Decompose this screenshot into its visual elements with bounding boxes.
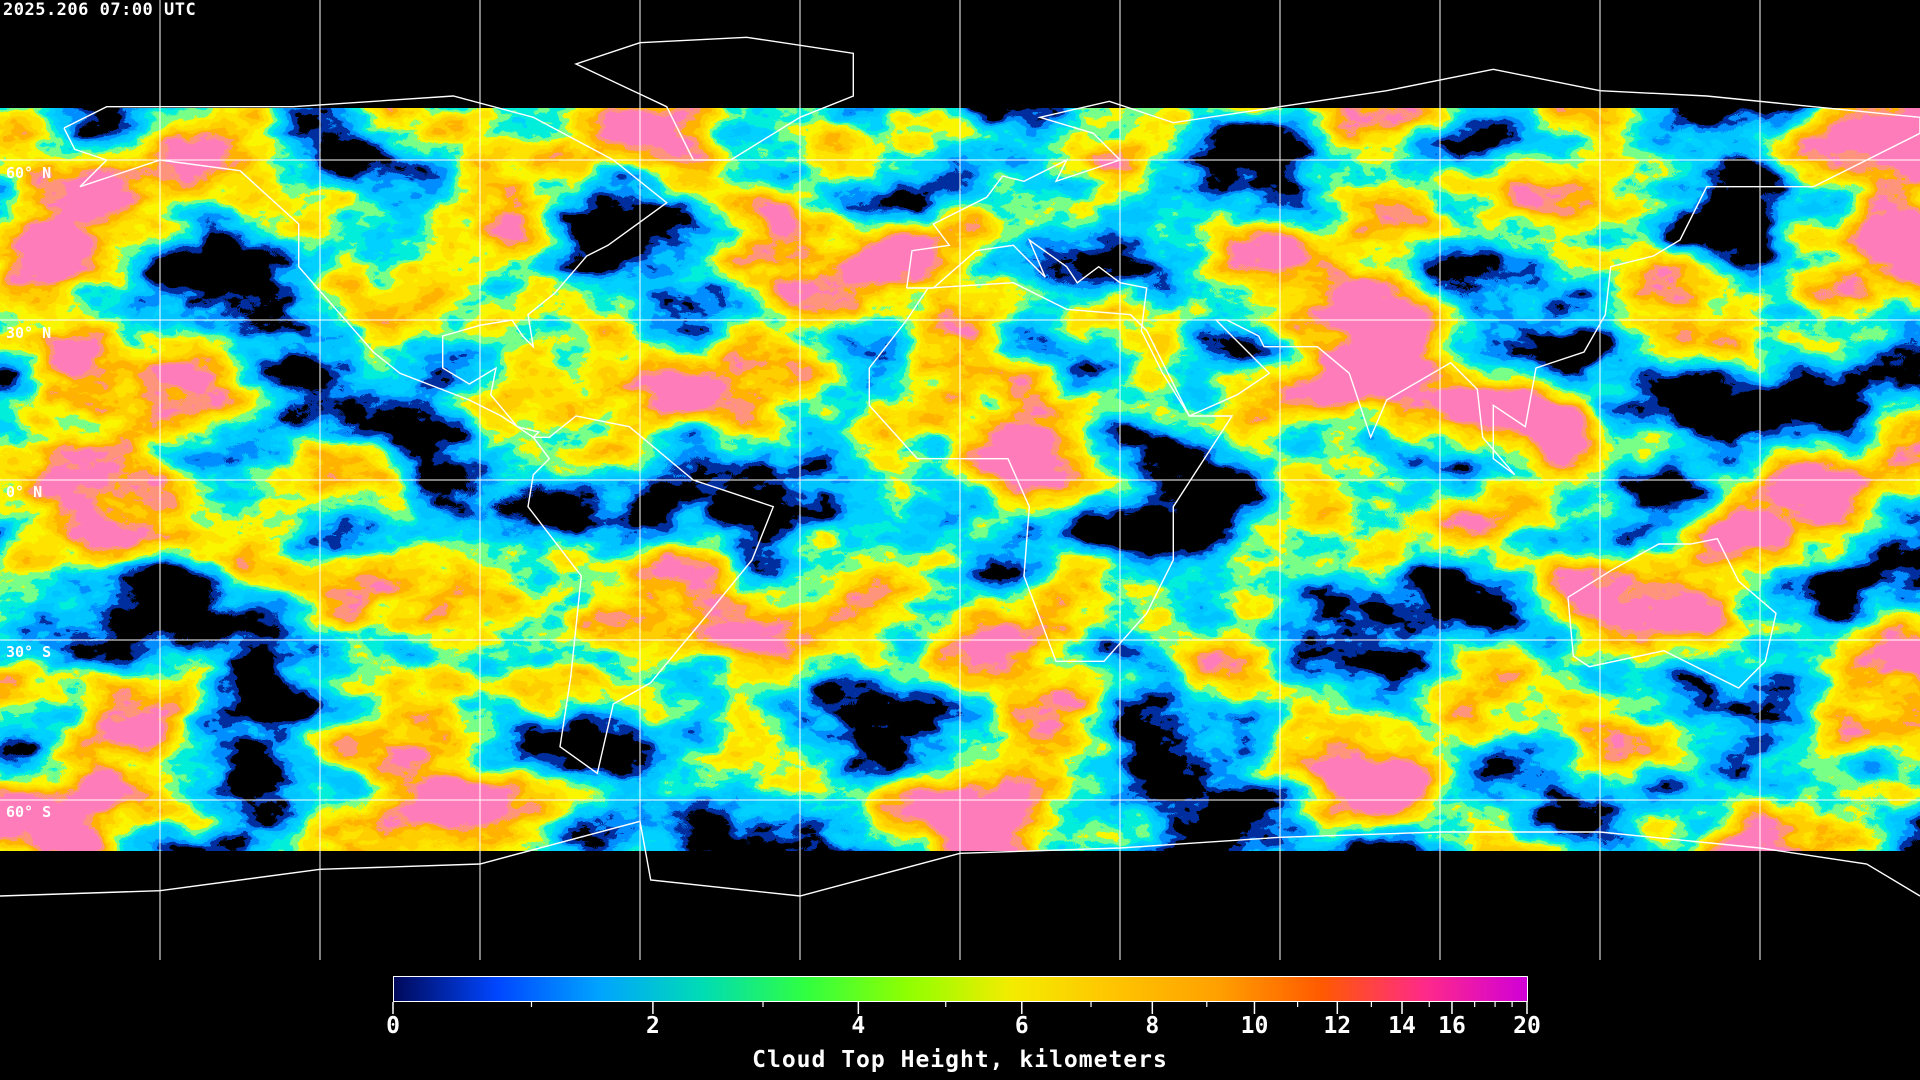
coastline-eurasia	[906, 68, 1920, 476]
lat-lon-grid	[0, 0, 1920, 960]
coastline-south-america	[527, 415, 775, 775]
lat-label-0n: 0° N	[6, 483, 43, 501]
tick-label: 8	[1145, 1013, 1160, 1039]
tick-label: 20	[1513, 1013, 1541, 1039]
colorbar-title: Cloud Top Height, kilometers	[752, 1047, 1168, 1073]
lat-label-30n: 30° N	[6, 324, 52, 342]
tick-label: 10	[1240, 1013, 1269, 1039]
tick-label: 14	[1388, 1013, 1416, 1039]
lat-label-60s: 60° S	[6, 803, 52, 821]
world-map	[0, 0, 1920, 960]
coastline-africa	[868, 281, 1234, 662]
tick-label: 16	[1438, 1013, 1466, 1039]
tick-label: 2	[645, 1013, 660, 1039]
lat-label-30s: 30° S	[6, 643, 52, 661]
tick-label: 6	[1014, 1013, 1029, 1039]
tick-label: 0	[386, 1013, 400, 1039]
lat-label-60n: 60° N	[6, 164, 52, 182]
timestamp: 2025.206 07:00 UTC	[3, 0, 197, 20]
tick-label: 4	[851, 1013, 866, 1039]
colorbar	[393, 976, 1528, 1002]
coastline-australia	[1567, 537, 1777, 689]
tick-label: 12	[1323, 1013, 1352, 1039]
